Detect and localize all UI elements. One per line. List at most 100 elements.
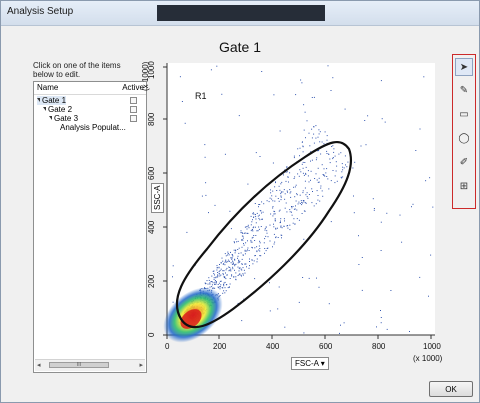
- event-dot: [376, 326, 377, 328]
- event-dot: [283, 189, 285, 191]
- scroll-left-icon[interactable]: ◂: [37, 362, 41, 369]
- event-dot: [286, 166, 288, 168]
- event-dot: [251, 221, 253, 223]
- event-dot: [286, 211, 288, 213]
- event-dot: [227, 259, 229, 261]
- x-axis-selector[interactable]: FSC-A ▾: [291, 357, 329, 370]
- event-dot: [217, 286, 219, 288]
- event-dot: [261, 218, 263, 220]
- tree-item-gate-1[interactable]: Gate 1: [34, 96, 146, 105]
- scroll-thumb[interactable]: III: [49, 362, 109, 368]
- event-dot: [303, 238, 305, 240]
- event-dot: [288, 181, 289, 183]
- event-dot: [390, 290, 392, 291]
- expand-arrow-icon[interactable]: [43, 107, 46, 111]
- event-dot: [286, 225, 288, 227]
- event-dot: [318, 150, 320, 151]
- event-dot: [254, 255, 256, 257]
- event-dot: [269, 224, 271, 226]
- tree-item-analysis-population[interactable]: Analysis Populat...: [34, 123, 146, 132]
- event-dot: [302, 277, 304, 278]
- event-dot: [302, 202, 303, 204]
- x-tick-label: 1000: [423, 342, 441, 351]
- scatter-plot[interactable]: 0 200 400 600 800 1000 (x 1000) 0 200 40…: [141, 53, 451, 383]
- event-dot: [329, 158, 331, 160]
- tree-item-gate-2[interactable]: Gate 2: [34, 105, 146, 114]
- active-checkbox[interactable]: [130, 97, 137, 104]
- event-dot: [232, 263, 234, 265]
- event-dot: [251, 237, 253, 239]
- event-dot: [225, 278, 227, 280]
- event-dot: [302, 200, 304, 201]
- event-dot: [308, 132, 310, 134]
- event-dot: [340, 152, 342, 154]
- active-checkbox[interactable]: [130, 106, 137, 113]
- event-dot: [319, 141, 321, 143]
- rectangle-gate-icon[interactable]: ▭: [459, 109, 469, 120]
- y-axis-selector[interactable]: SSC-A: [151, 182, 164, 213]
- tree-horizontal-scrollbar[interactable]: ◂ III ▸: [35, 359, 145, 371]
- event-dot: [321, 164, 323, 166]
- event-dot: [225, 269, 227, 271]
- event-dot: [279, 222, 281, 224]
- event-dot: [274, 241, 276, 243]
- event-dot: [280, 199, 282, 201]
- event-dot: [241, 232, 243, 234]
- event-dot: [254, 226, 256, 228]
- event-dot: [412, 203, 414, 205]
- scroll-right-icon[interactable]: ▸: [139, 362, 143, 369]
- event-dot: [299, 169, 301, 171]
- event-dot: [298, 201, 300, 203]
- quadrant-gate-icon[interactable]: ⊞: [459, 181, 469, 192]
- event-dot: [250, 239, 252, 241]
- event-dot: [267, 236, 269, 238]
- event-dot: [231, 258, 233, 260]
- event-dot: [229, 278, 231, 279]
- title-bar: Analysis Setup: [1, 1, 479, 26]
- event-dot: [345, 164, 346, 166]
- event-dot: [280, 218, 282, 220]
- expand-arrow-icon[interactable]: [37, 98, 40, 102]
- event-dot: [293, 157, 295, 159]
- event-dot: [205, 283, 207, 284]
- event-dot: [291, 207, 293, 209]
- event-dot: [311, 202, 313, 204]
- event-dot: [277, 308, 279, 310]
- tree-item-gate-3[interactable]: Gate 3: [34, 114, 146, 123]
- event-dot: [273, 223, 274, 225]
- event-dot: [205, 182, 207, 184]
- active-checkbox[interactable]: [130, 115, 137, 122]
- event-dot: [258, 245, 260, 247]
- event-dot: [231, 274, 233, 276]
- event-dot: [259, 242, 261, 244]
- freehand-gate-icon[interactable]: ✐: [459, 157, 469, 168]
- event-dot: [289, 209, 291, 211]
- event-dot: [237, 255, 239, 257]
- event-dot: [230, 270, 232, 272]
- event-dot: [411, 206, 412, 208]
- event-dot: [245, 263, 247, 265]
- event-dot: [296, 209, 298, 211]
- event-dot: [240, 274, 242, 276]
- gate-tree[interactable]: Name Active Gate 1 Gate 2 Gate 3 Analysi…: [33, 81, 147, 373]
- event-dot: [254, 203, 256, 204]
- y-tick-label: 400: [147, 220, 156, 234]
- event-dot: [214, 287, 216, 289]
- gate-r1-outline[interactable]: [175, 140, 353, 329]
- event-dot: [215, 283, 217, 285]
- expand-arrow-icon[interactable]: [49, 116, 52, 120]
- event-dot: [319, 200, 321, 202]
- event-dot: [254, 240, 256, 241]
- polygon-gate-icon[interactable]: ✎: [459, 85, 469, 96]
- event-dot: [305, 194, 307, 196]
- event-dot: [318, 286, 320, 288]
- event-dot: [260, 210, 262, 212]
- event-dot: [324, 175, 326, 177]
- event-dot: [280, 234, 282, 236]
- event-dot: [308, 194, 310, 195]
- ok-button[interactable]: OK: [429, 381, 473, 397]
- pointer-icon[interactable]: ➤: [455, 58, 473, 76]
- event-dot: [179, 76, 181, 78]
- event-dot: [222, 292, 224, 294]
- ellipse-gate-icon[interactable]: ◯: [458, 133, 470, 144]
